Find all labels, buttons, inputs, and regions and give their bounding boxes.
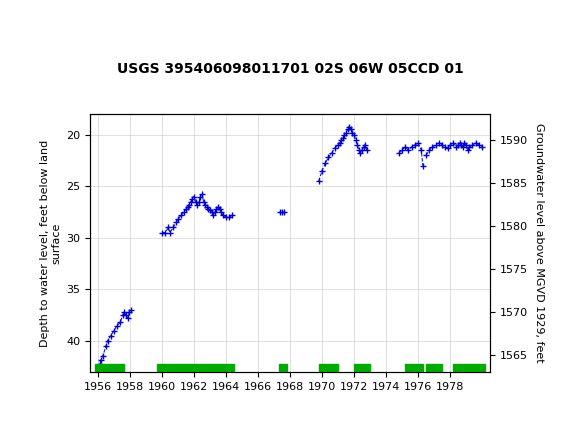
Bar bbox=[319, 364, 338, 372]
Bar bbox=[6, 4, 34, 35]
Y-axis label: Groundwater level above MGVD 1929, feet: Groundwater level above MGVD 1929, feet bbox=[534, 123, 543, 363]
Text: ▒▓USGS: ▒▓USGS bbox=[3, 9, 63, 29]
Bar bbox=[354, 364, 370, 372]
Bar bbox=[426, 364, 442, 372]
Bar bbox=[405, 364, 423, 372]
Bar bbox=[454, 364, 485, 372]
Bar bbox=[95, 364, 124, 372]
Text: USGS 395406098011701 02S 06W 05CCD 01: USGS 395406098011701 02S 06W 05CCD 01 bbox=[117, 62, 463, 76]
Bar bbox=[157, 364, 234, 372]
Bar bbox=[279, 364, 287, 372]
Y-axis label: Depth to water level, feet below land
surface: Depth to water level, feet below land su… bbox=[40, 139, 62, 347]
